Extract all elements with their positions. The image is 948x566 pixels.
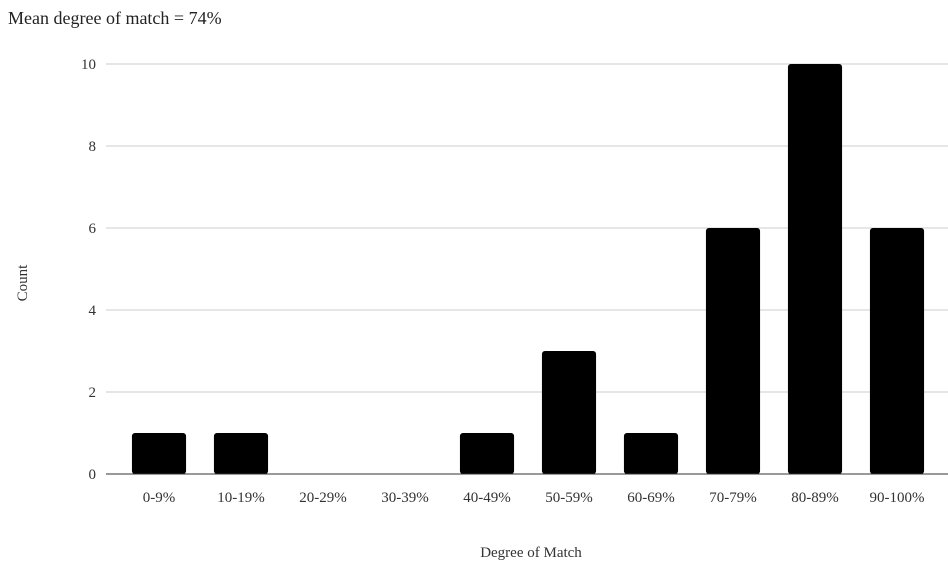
x-tick-label: 20-29% [299, 490, 347, 506]
x-tick-label: 80-89% [791, 490, 839, 506]
bar [213, 433, 269, 474]
x-axis-ticks: 0-9% 10-19% 20-29% 30-39% 40-49% 50-59% 60-69%… [143, 490, 925, 506]
y-axis-label: Count [15, 264, 31, 302]
x-tick-label: 0-9% [143, 490, 176, 506]
x-tick-label: 40-49% [463, 490, 511, 506]
x-tick-label: 60-69% [627, 490, 675, 506]
y-tick-label: 8 [89, 139, 97, 155]
x-tick-label: 30-39% [381, 490, 429, 506]
chart-title: Mean degree of match = 74% [8, 8, 222, 28]
y-tick-label: 0 [89, 467, 97, 483]
y-tick-label: 4 [89, 303, 97, 319]
bar [705, 228, 761, 474]
y-axis-ticks: 0 2 4 6 8 10 [81, 57, 97, 483]
bars [131, 64, 925, 474]
bar [623, 433, 679, 474]
x-tick-label: 70-79% [709, 490, 757, 506]
x-tick-label: 10-19% [217, 490, 265, 506]
bar [787, 64, 843, 474]
bar [869, 228, 925, 474]
bar [541, 351, 597, 474]
x-tick-label: 90-100% [870, 490, 925, 506]
x-axis-label: Degree of Match [480, 545, 582, 561]
y-tick-label: 2 [89, 385, 97, 401]
bar [459, 433, 515, 474]
bar [131, 433, 187, 474]
y-tick-label: 10 [81, 57, 96, 73]
x-tick-label: 50-59% [545, 490, 593, 506]
y-tick-label: 6 [89, 221, 97, 237]
